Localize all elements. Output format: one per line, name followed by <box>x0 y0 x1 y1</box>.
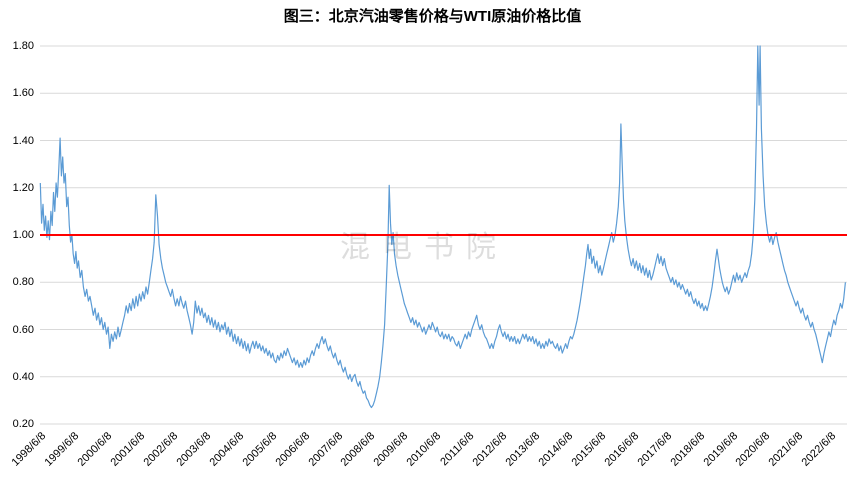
y-tick-label: 0.20 <box>12 418 34 430</box>
y-tick-label: 1.60 <box>12 87 34 100</box>
y-tick-label: 1.00 <box>12 229 34 241</box>
y-tick-label: 1.20 <box>12 181 34 194</box>
y-tick-label: 0.40 <box>12 370 34 383</box>
y-tick-label: 0.80 <box>12 276 34 289</box>
ratio-series-line <box>39 45 846 409</box>
chart-title: 图三：北京汽油零售价格与WTI原油价格比值 <box>283 8 582 25</box>
y-tick-label: 0.60 <box>12 323 34 336</box>
y-tick-label: 1.40 <box>12 134 34 147</box>
y-tick-label: 1.80 <box>12 40 34 52</box>
